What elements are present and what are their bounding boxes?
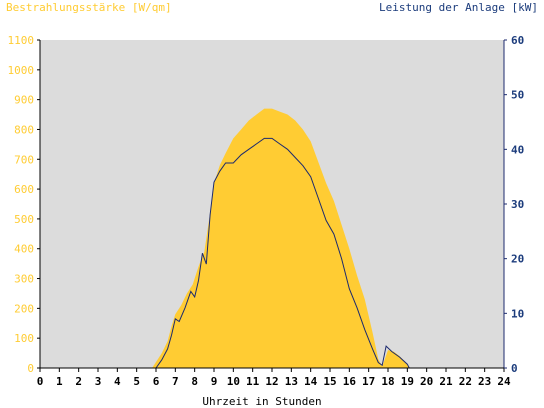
y-left-tick-label: 100	[14, 332, 34, 345]
x-tick-label: 0	[37, 375, 44, 388]
x-tick-label: 6	[153, 375, 160, 388]
x-tick-label: 12	[265, 375, 278, 388]
x-tick-label: 18	[381, 375, 394, 388]
y-right-tick-label: 30	[511, 198, 524, 211]
y-left-tick-label: 800	[14, 123, 34, 136]
x-tick-label: 17	[362, 375, 375, 388]
x-tick-label: 16	[343, 375, 357, 388]
x-tick-label: 5	[133, 375, 140, 388]
x-tick-label: 23	[478, 375, 491, 388]
x-ticks: 0 1 2 3 4 5 6 7 8 9 10 11 12 13 14 15 16 17 18 19 20 21 22 23 24	[37, 368, 511, 388]
x-tick-label: 11	[246, 375, 260, 388]
power-line	[40, 137, 504, 369]
x-tick-label: 2	[75, 375, 82, 388]
x-axis-label: Uhrzeit in Stunden	[202, 395, 321, 408]
y-right-tick-label: 0	[511, 362, 518, 375]
left-axis-label: Bestrahlungsstärke [W/qm]	[6, 1, 172, 14]
x-tick-label: 8	[191, 375, 198, 388]
x-tick-label: 3	[95, 375, 102, 388]
y-left-tick-label: 400	[14, 243, 34, 256]
x-tick-label: 9	[211, 375, 218, 388]
x-tick-label: 15	[323, 375, 336, 388]
x-tick-label: 22	[459, 375, 472, 388]
y-left-tick-label: 500	[14, 213, 34, 226]
y-right-tick-label: 10	[511, 307, 524, 320]
y-left-tick-label: 1000	[8, 64, 35, 77]
x-tick-label: 24	[497, 375, 511, 388]
x-tick-label: 21	[439, 375, 453, 388]
y-left-tick-label: 300	[14, 273, 34, 286]
y-left-tick-label: 0	[27, 362, 34, 375]
x-tick-label: 4	[114, 375, 121, 388]
y-right-ticks: 0 10 20 30 40 50 60	[504, 34, 524, 375]
x-tick-label: 19	[401, 375, 414, 388]
x-tick-label: 13	[285, 375, 298, 388]
x-tick-label: 1	[56, 375, 63, 388]
y-left-tick-label: 700	[14, 153, 34, 166]
x-tick-label: 10	[227, 375, 240, 388]
y-right-tick-label: 40	[511, 143, 524, 156]
y-left-tick-label: 900	[14, 94, 34, 107]
y-left-tick-label: 200	[14, 302, 34, 315]
y-left-ticks: 0 100 200 300 400 500 600 700 800 900 1000 1100	[8, 34, 40, 375]
right-axis-label: Leistung der Anlage [kW]	[379, 1, 538, 14]
irradiance-area	[40, 108, 504, 368]
x-tick-label: 7	[172, 375, 179, 388]
x-tick-label: 20	[420, 375, 433, 388]
y-left-tick-label: 1100	[8, 34, 35, 47]
x-tick-label: 14	[304, 375, 318, 388]
y-right-tick-label: 50	[511, 89, 524, 102]
y-right-tick-label: 60	[511, 34, 524, 47]
y-left-tick-label: 600	[14, 183, 34, 196]
y-right-tick-label: 20	[511, 253, 524, 266]
